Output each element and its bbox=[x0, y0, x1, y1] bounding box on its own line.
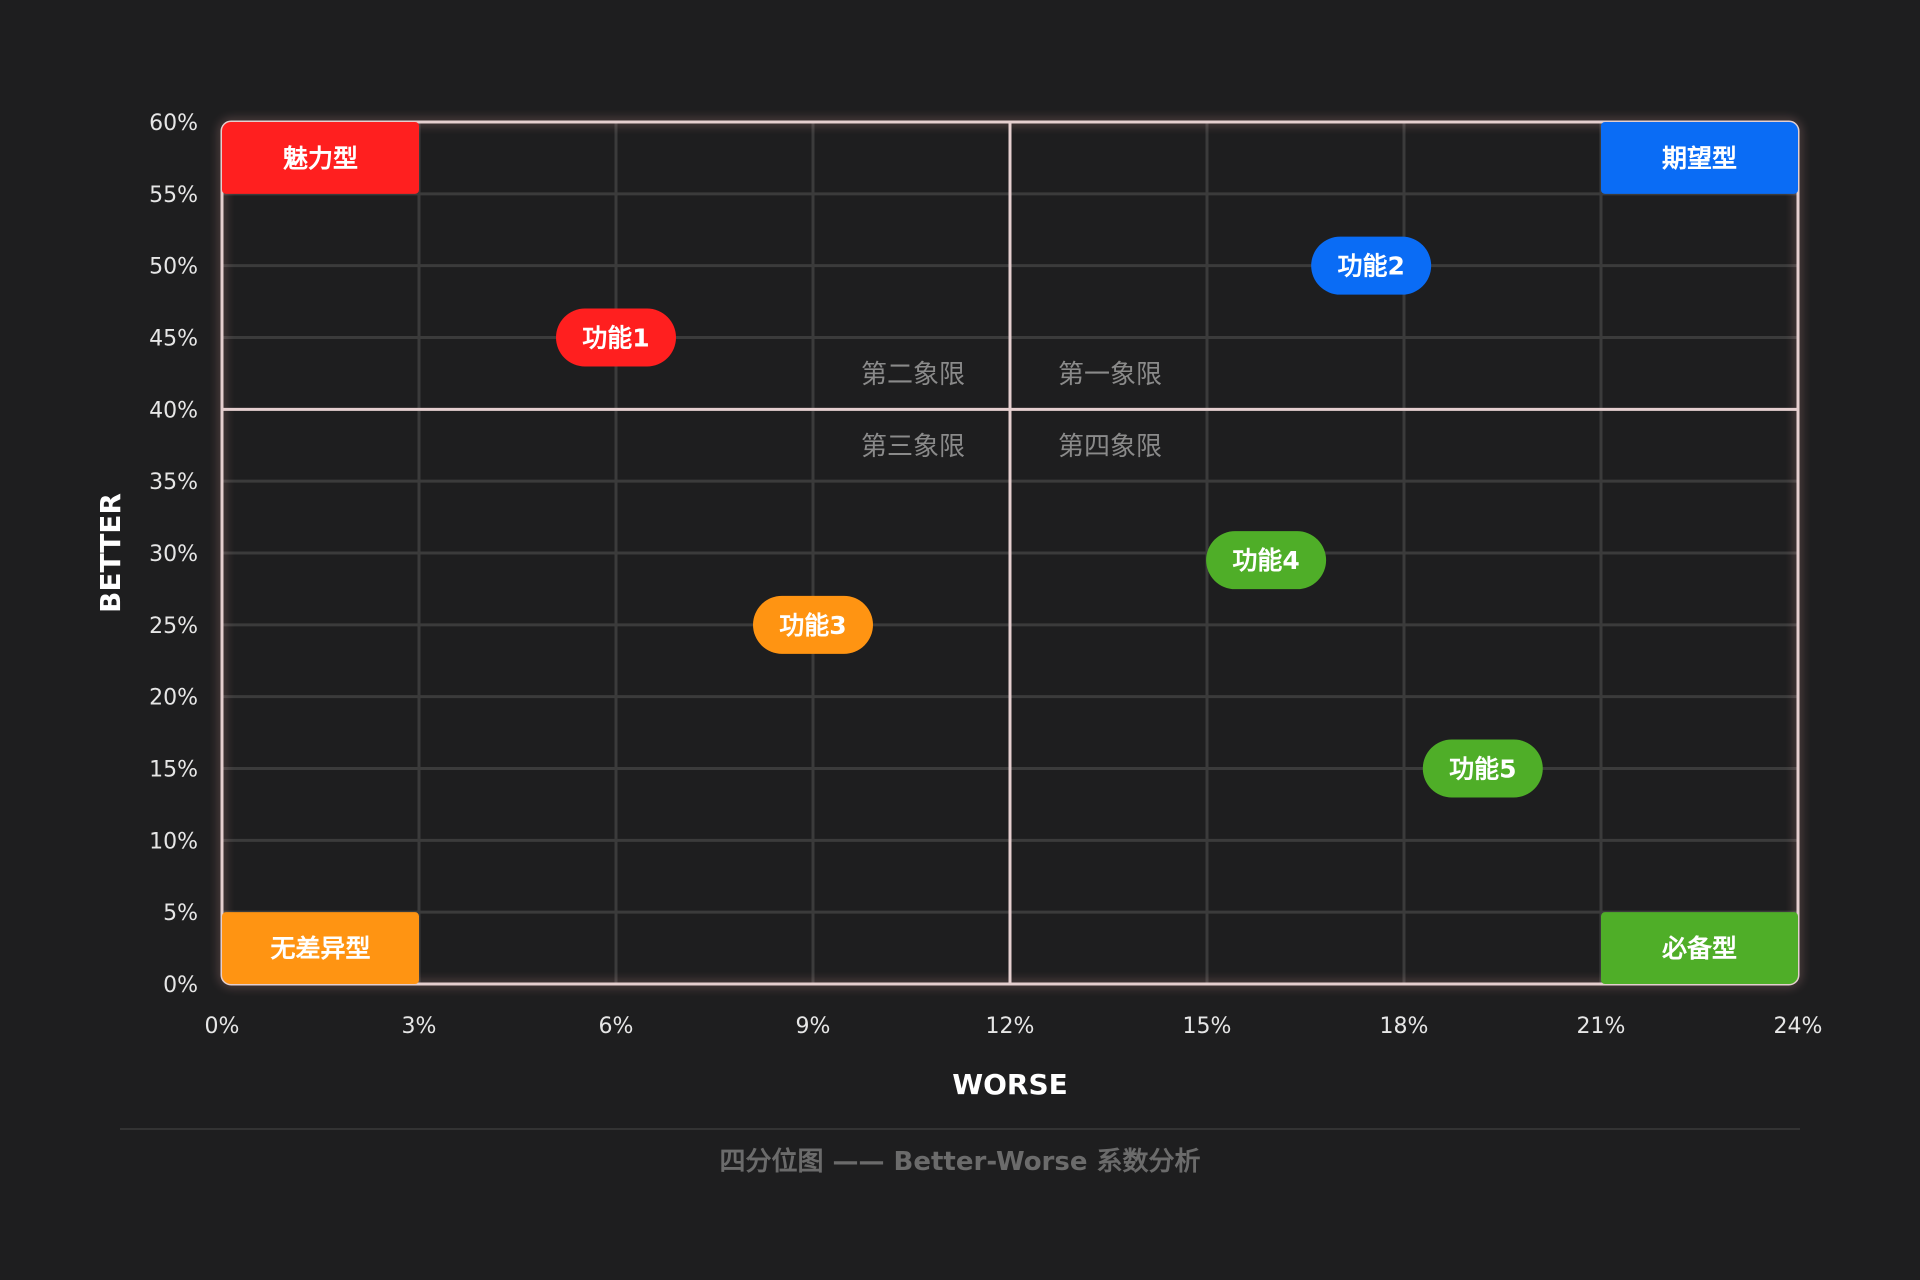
quadrant-label-4: 第四象限 bbox=[1058, 432, 1162, 462]
corner-bottom-right: 必备型 bbox=[1601, 912, 1798, 984]
y-tick-label-12: 60% bbox=[149, 111, 198, 136]
y-tick-label-11: 55% bbox=[149, 183, 198, 208]
corner-text-top-left: 魅力型 bbox=[283, 144, 358, 173]
x-axis-ticks: 0% 3% 6% 9% 12% 15% 18% 21% 24% bbox=[205, 1014, 1823, 1039]
x-tick-label-6: 18% bbox=[1380, 1014, 1429, 1039]
data-points: 功能1 功能2 功能3 功能4 功能5 bbox=[556, 236, 1543, 798]
y-tick-label-4: 20% bbox=[149, 686, 198, 711]
x-tick-label-1: 3% bbox=[402, 1014, 437, 1039]
x-tick-label-3: 9% bbox=[796, 1014, 831, 1039]
corner-bottom-left: 无差异型 bbox=[222, 912, 419, 984]
y-tick-label-9: 45% bbox=[149, 327, 198, 352]
corner-badge-top-left bbox=[222, 122, 419, 194]
quadrant-label-3: 第三象限 bbox=[861, 432, 965, 462]
corner-text-bottom-right: 必备型 bbox=[1662, 934, 1737, 963]
corner-badge-bottom-left bbox=[222, 912, 419, 984]
data-point-label-5: 功能5 bbox=[1449, 755, 1516, 784]
data-point-1: 功能1 bbox=[556, 308, 676, 367]
y-tick-label-1: 5% bbox=[163, 901, 198, 926]
y-tick-label-0: 0% bbox=[163, 973, 198, 998]
y-tick-label-5: 25% bbox=[149, 614, 198, 639]
data-point-pill-2 bbox=[1311, 236, 1432, 295]
y-tick-label-2: 10% bbox=[149, 829, 198, 854]
caption: 四分位图 —— Better-Worse 系数分析 bbox=[719, 1146, 1200, 1177]
data-point-pill-4 bbox=[1206, 531, 1327, 590]
corner-text-top-right: 期望型 bbox=[1662, 144, 1737, 173]
data-point-5: 功能5 bbox=[1422, 739, 1543, 798]
corner-top-right: 期望型 bbox=[1601, 122, 1798, 194]
data-point-label-1: 功能1 bbox=[582, 324, 649, 353]
corner-top-left: 魅力型 bbox=[222, 122, 419, 194]
y-axis-ticks: 0% 5% 10% 15% 20% 25% 30% 35% 40% 45% 50% 55% 60% bbox=[149, 111, 198, 998]
quadrant-labels: 第二象限 第一象限 第三象限 第四象限 bbox=[861, 360, 1162, 462]
x-axis-title: WORSE bbox=[952, 1068, 1068, 1101]
y-tick-label-3: 15% bbox=[149, 758, 198, 783]
data-point-label-4: 功能4 bbox=[1232, 546, 1299, 575]
quadrant-label-1: 第一象限 bbox=[1058, 360, 1162, 390]
x-tick-label-0: 0% bbox=[205, 1014, 240, 1039]
data-point-pill-5 bbox=[1422, 739, 1543, 798]
data-point-pill-3 bbox=[753, 595, 873, 654]
y-tick-label-6: 30% bbox=[149, 542, 198, 567]
y-axis-title: BETTER bbox=[94, 493, 127, 613]
quadrant-dividers bbox=[222, 122, 1798, 984]
data-point-4: 功能4 bbox=[1206, 531, 1327, 590]
y-tick-label-7: 35% bbox=[149, 470, 198, 495]
data-point-pill-1 bbox=[556, 308, 676, 367]
data-point-label-2: 功能2 bbox=[1337, 252, 1404, 281]
corner-badge-bottom-right bbox=[1601, 912, 1798, 984]
x-tick-label-8: 24% bbox=[1774, 1014, 1823, 1039]
y-tick-label-10: 50% bbox=[149, 255, 198, 280]
x-tick-label-4: 12% bbox=[986, 1014, 1035, 1039]
corner-badge-top-right bbox=[1601, 122, 1798, 194]
y-tick-label-8: 40% bbox=[149, 398, 198, 423]
data-point-2: 功能2 bbox=[1311, 236, 1432, 295]
x-tick-label-2: 6% bbox=[599, 1014, 634, 1039]
data-point-label-3: 功能3 bbox=[779, 611, 846, 640]
quadrant-label-2: 第二象限 bbox=[861, 360, 965, 390]
data-point-3: 功能3 bbox=[753, 595, 873, 654]
x-tick-label-7: 21% bbox=[1577, 1014, 1626, 1039]
x-tick-label-5: 15% bbox=[1183, 1014, 1232, 1039]
corner-text-bottom-left: 无差异型 bbox=[270, 934, 370, 963]
